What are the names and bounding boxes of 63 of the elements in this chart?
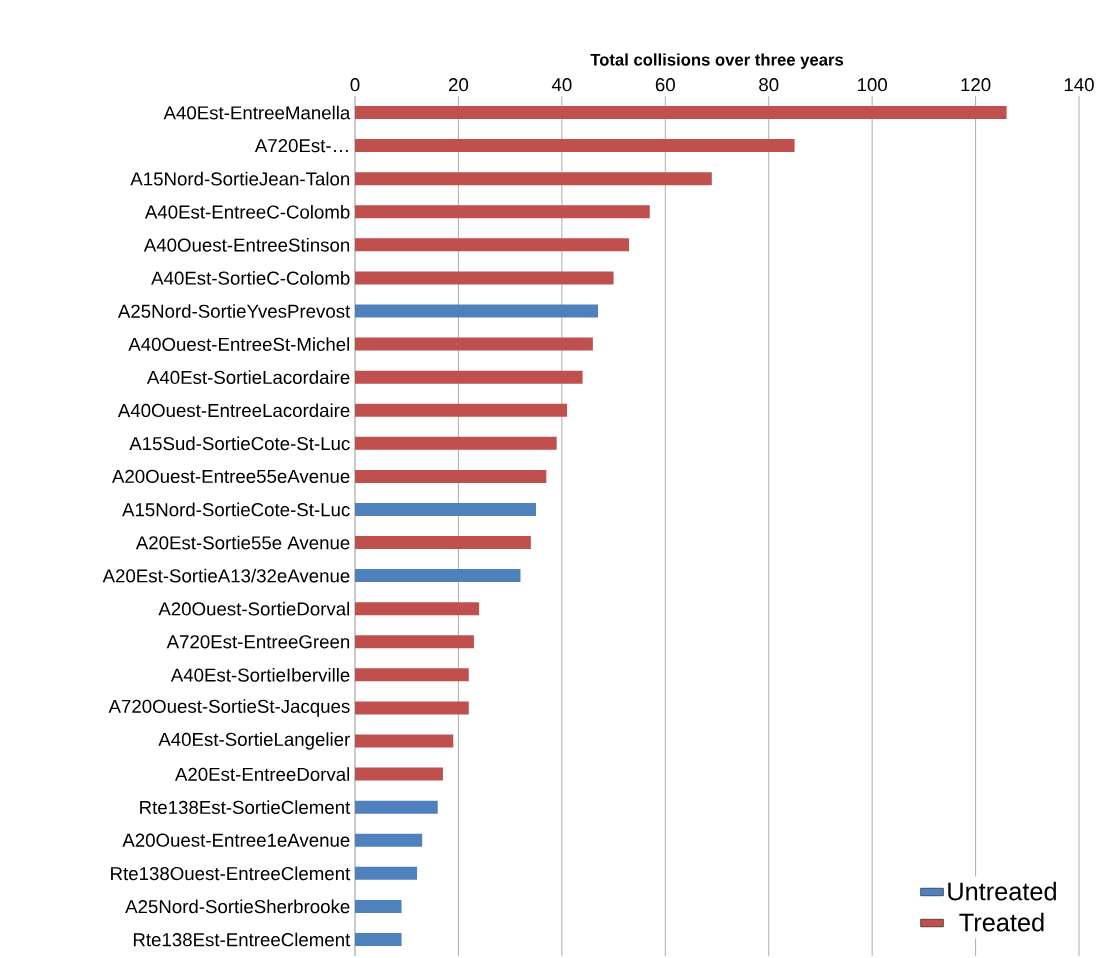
y-tick-label: A40Est-SortieIberville — [170, 668, 350, 682]
bar — [355, 337, 593, 351]
x-tick-label: 80 — [759, 78, 779, 92]
y-tick-label: A20Est-SortieA13/32eAvenue — [102, 568, 350, 583]
y-tick-label: A40Ouest-EntreeStinson — [143, 238, 350, 252]
bar — [355, 602, 480, 616]
bar — [355, 271, 614, 285]
bar — [355, 436, 557, 450]
y-tick-label: A40Est-SortieC-Colomb — [151, 271, 350, 285]
x-tick-label: 100 — [858, 78, 887, 92]
bar — [355, 767, 443, 781]
y-tick-label: A720Ouest-SortieSt-Jacques — [108, 699, 350, 717]
y-tick-label: A40Est-EntreeC-Colomb — [144, 204, 350, 219]
bar — [355, 469, 547, 483]
x-tick-label: 40 — [551, 78, 572, 92]
bar — [355, 238, 630, 252]
y-tick-label: A15Nord-SortieCote-St-Luc — [122, 502, 350, 517]
y-tick-label: A15Nord-SortieJean-Talon — [130, 171, 350, 186]
y-tick-label: A720Est-… — [254, 139, 348, 153]
bar — [355, 502, 536, 516]
bar — [355, 139, 795, 153]
y-tick-label: A40Est-SortieLacordaire — [146, 370, 350, 385]
x-tick-label: 140 — [1064, 78, 1094, 92]
x-tick-label: 0 — [350, 78, 360, 92]
legend-label: Untreated — [948, 881, 1056, 901]
y-tick-label: A40Ouest-EntreeSt-Michel — [128, 337, 350, 351]
y-tick-label: A15Sud-SortieCote-St-Luc — [129, 436, 350, 451]
y-tick-label: A25Nord-SortieYvesPrevost — [117, 304, 351, 318]
y-tick-label: A40Est-EntreeManella — [163, 105, 351, 120]
bar — [355, 701, 469, 715]
x-tick-label: 20 — [448, 78, 469, 92]
y-tick-label: A720Est-EntreeGreen — [166, 635, 350, 649]
bar — [355, 205, 650, 219]
bar — [355, 668, 469, 682]
bar — [355, 403, 568, 417]
y-tick-label: A25Nord-SortieSherbrooke — [125, 899, 350, 914]
bar — [355, 635, 474, 649]
legend-label: Treated — [959, 912, 1044, 932]
bar — [355, 734, 454, 748]
y-tick-label: A20Est-Sortie55e Avenue — [135, 535, 350, 550]
bar — [355, 899, 402, 913]
y-tick-label: Rte138Est-EntreeClement — [133, 932, 351, 947]
x-tick-label: 60 — [655, 78, 675, 92]
y-tick-label: A20Ouest-Entree1eAvenue — [122, 833, 350, 847]
y-tick-label: A40Ouest-EntreeLacordaire — [117, 403, 350, 418]
y-tick-label: Rte138Ouest-EntreeClement — [111, 866, 351, 881]
bar — [355, 932, 402, 946]
y-tick-label: A20Ouest-Entree55eAvenue — [111, 469, 350, 484]
bar — [355, 304, 599, 318]
y-tick-label: A20Ouest-SortieDorval — [158, 601, 350, 616]
bar — [355, 106, 1007, 120]
bar — [355, 866, 418, 880]
bar — [355, 536, 531, 550]
bar — [355, 172, 712, 186]
bar — [355, 370, 583, 384]
y-tick-label: Rte138Est-SortieClement — [140, 800, 351, 815]
y-tick-label: A40Est-SortieLangelier — [158, 732, 350, 750]
bar — [355, 800, 438, 814]
x-tick-label: 120 — [961, 78, 991, 92]
bar — [355, 833, 423, 847]
bar — [355, 569, 521, 583]
x-axis-title: Total collisions over three years — [590, 53, 844, 69]
y-tick-label: A20Est-EntreeDorval — [175, 767, 350, 781]
